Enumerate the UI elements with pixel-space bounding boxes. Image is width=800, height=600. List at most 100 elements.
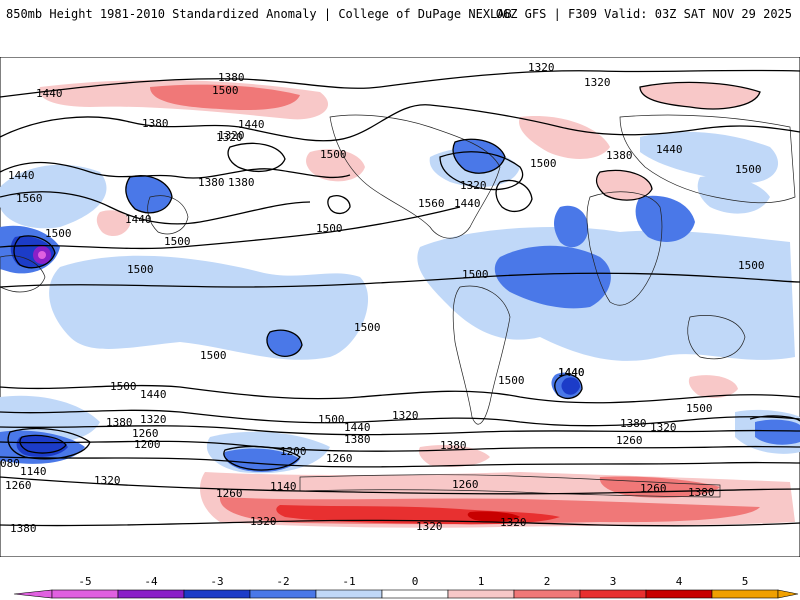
legend-tick-label: 4 bbox=[676, 575, 683, 588]
contour-label: 1380 bbox=[606, 149, 633, 162]
legend-swatch bbox=[381, 589, 449, 599]
contour-label: 1320 bbox=[584, 76, 611, 89]
anomaly-region bbox=[697, 175, 770, 214]
contour-label: 1320 bbox=[392, 409, 419, 422]
contour-label: 1320 bbox=[416, 520, 443, 533]
legend-tick-label: -3 bbox=[210, 575, 223, 588]
contour-label: 1380 bbox=[10, 522, 37, 535]
contour-label: 1440 bbox=[454, 197, 481, 210]
contour-label: 1500 bbox=[212, 84, 239, 97]
anomaly-region bbox=[755, 419, 800, 445]
legend-tick-label: 5 bbox=[742, 575, 749, 588]
legend-swatch bbox=[183, 589, 251, 599]
anomaly-region bbox=[467, 511, 520, 522]
contour-labels: 1440 1380 1500 1320 1320 1440 1380 1320 … bbox=[0, 61, 765, 535]
contour-label: 1380 bbox=[228, 176, 255, 189]
contour-label: 1500 bbox=[127, 263, 154, 276]
contour-label: 1440 bbox=[558, 366, 585, 379]
coastlines bbox=[0, 114, 796, 498]
contour-label: 1320 bbox=[216, 131, 243, 144]
anomaly-region bbox=[0, 164, 107, 229]
contour-label: 1500 bbox=[735, 163, 762, 176]
anomaly-region bbox=[640, 131, 779, 183]
legend-swatch bbox=[315, 589, 383, 599]
contour-label: 1260 bbox=[5, 479, 32, 492]
contour-label: 1320 bbox=[140, 413, 167, 426]
legend-tick-label: -1 bbox=[342, 575, 355, 588]
contour-label: 1380 bbox=[218, 71, 245, 84]
contour-label: 1260 bbox=[640, 482, 667, 495]
run-info: 06Z GFS | F309 Valid: 03Z SAT NOV 29 202… bbox=[495, 7, 792, 21]
legend-tick-label: 0 bbox=[412, 575, 419, 588]
contour-label: 1560 bbox=[16, 192, 43, 205]
anomaly-region bbox=[150, 84, 300, 111]
contour-label: 1380 bbox=[440, 439, 467, 452]
contour-label: 1200 bbox=[280, 445, 307, 458]
legend-swatch bbox=[249, 589, 317, 599]
contour-label: 1440 bbox=[8, 169, 35, 182]
anomaly-region bbox=[640, 82, 760, 109]
anomaly-region bbox=[519, 116, 610, 159]
anomaly-region bbox=[494, 245, 611, 309]
contour-label: 1440 bbox=[344, 421, 371, 434]
anomaly-region bbox=[224, 448, 300, 472]
legend-swatch bbox=[711, 589, 779, 599]
legend-tick-label: -4 bbox=[144, 575, 158, 588]
anomaly-region bbox=[554, 205, 589, 248]
contour-label: 1440 bbox=[238, 118, 265, 131]
contour-label: 1440 bbox=[140, 388, 167, 401]
anomaly-shading bbox=[0, 80, 800, 528]
legend-swatch bbox=[117, 589, 185, 599]
contour-label: 1320 bbox=[528, 61, 555, 74]
contour-label: 1380 bbox=[198, 176, 225, 189]
contour-label: 1500 bbox=[738, 259, 765, 272]
contour-label: 1500 bbox=[498, 374, 525, 387]
contour-label: 1560 bbox=[418, 197, 445, 210]
anomaly-region bbox=[453, 139, 505, 174]
color-legend: -5 -4 -3 -2 -1 0 1 2 3 4 5 bbox=[13, 575, 799, 599]
contour-label: 1440 bbox=[125, 213, 152, 226]
contour-label: 1320 bbox=[94, 474, 121, 487]
contour-label: 1500 bbox=[45, 227, 72, 240]
legend-tick-label: 3 bbox=[610, 575, 617, 588]
contour-label: 1260 bbox=[452, 478, 479, 491]
legend-tick-label: 2 bbox=[544, 575, 551, 588]
contour-label: 1380 bbox=[106, 416, 133, 429]
contour-label: 1500 bbox=[316, 222, 343, 235]
legend-swatch bbox=[513, 589, 581, 599]
legend-tick-label: 1 bbox=[478, 575, 485, 588]
contour-label: 1500 bbox=[200, 349, 227, 362]
contour-label: 1380 bbox=[620, 417, 647, 430]
anomaly-region bbox=[266, 330, 302, 357]
map-title: 850mb Height 1981-2010 Standardized Anom… bbox=[6, 7, 512, 21]
contour-label: 1440 bbox=[656, 143, 683, 156]
legend-extend-high bbox=[777, 589, 799, 599]
height-contours bbox=[0, 69, 800, 527]
contour-label: 1260 bbox=[132, 427, 159, 440]
contour-label: 1500 bbox=[686, 402, 713, 415]
legend-swatch bbox=[579, 589, 647, 599]
contour-label: 1320 bbox=[460, 179, 487, 192]
anomaly-region bbox=[561, 377, 580, 395]
contour-label: 1140 bbox=[20, 465, 47, 478]
contour-label: 1260 bbox=[616, 434, 643, 447]
contour-label: 1500 bbox=[320, 148, 347, 161]
contour-label: 1500 bbox=[164, 235, 191, 248]
anomaly-region bbox=[125, 175, 172, 213]
legend-swatch bbox=[447, 589, 515, 599]
contour-label: 1500 bbox=[110, 380, 137, 393]
legend-tick-label: -5 bbox=[78, 575, 91, 588]
legend-colorbar bbox=[13, 589, 799, 599]
anomaly-region bbox=[596, 170, 652, 201]
anomaly-region bbox=[635, 195, 695, 242]
contour-label: 1200 bbox=[134, 438, 161, 451]
legend-ticks: -5 -4 -3 -2 -1 0 1 2 3 4 5 bbox=[78, 575, 748, 588]
contour-label: 1500 bbox=[354, 321, 381, 334]
contour-label: 1440 bbox=[558, 366, 585, 379]
anomaly-region bbox=[306, 149, 365, 182]
contour-label: 1320 bbox=[250, 515, 277, 528]
contour-label: 1380 bbox=[344, 433, 371, 446]
anomaly-region bbox=[96, 210, 130, 237]
legend-extend-low bbox=[13, 589, 53, 599]
contour-label: 1440 bbox=[36, 87, 63, 100]
